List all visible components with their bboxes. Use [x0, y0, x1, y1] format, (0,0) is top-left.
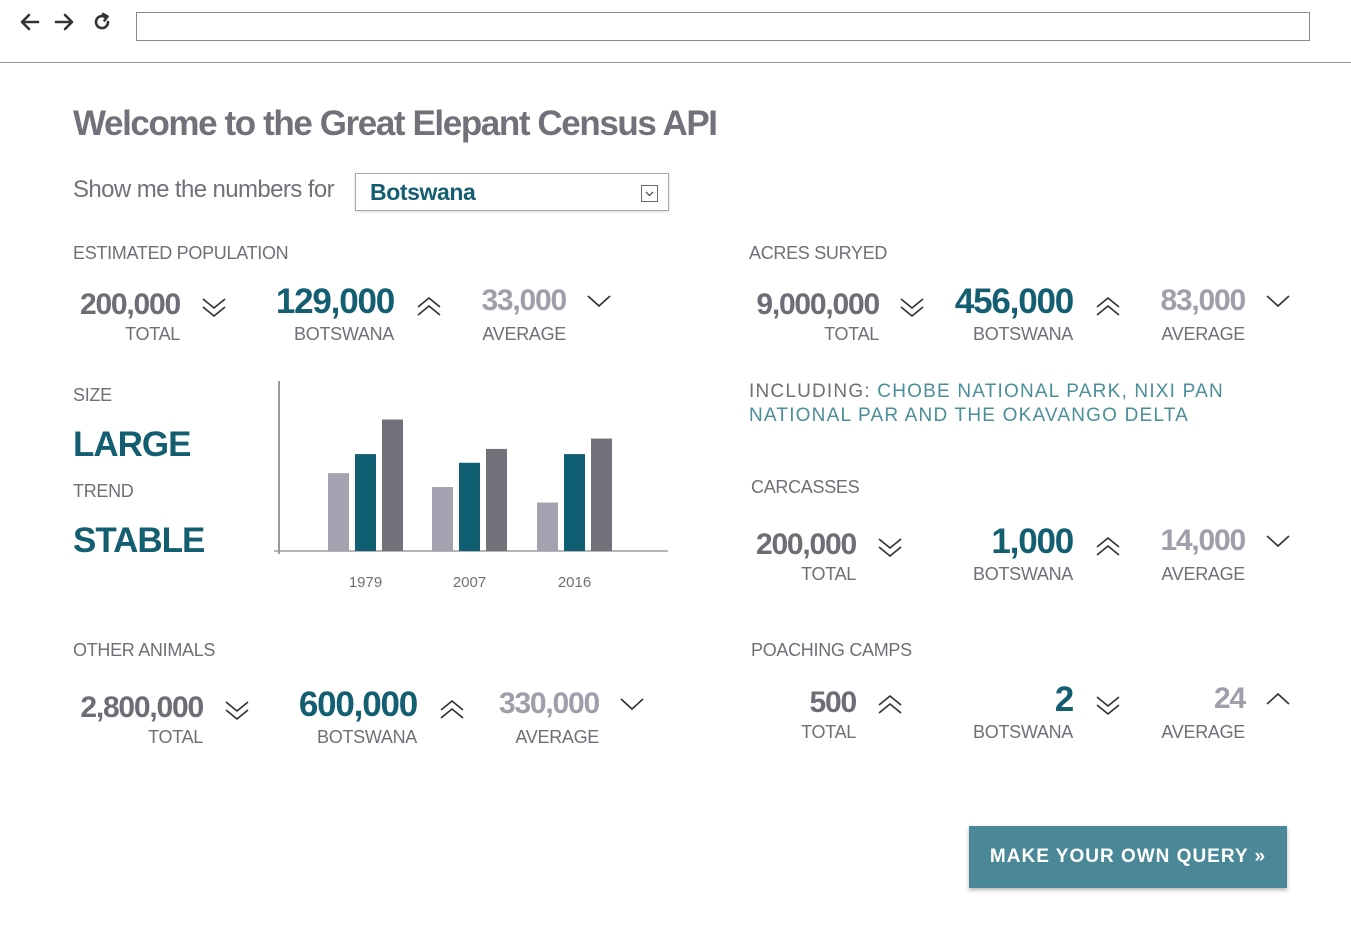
chart-bar	[459, 462, 480, 551]
poaching-camps-country: 2 BOTSWANA	[960, 680, 1074, 746]
page-title: Welcome to the Great Elepant Census API	[73, 104, 718, 143]
chevron-down-icon	[641, 185, 658, 202]
poaching-camps-total: 500 TOTAL	[760, 686, 858, 746]
stat-value: 83,000	[1160, 284, 1246, 317]
carcasses-total: 200,000 TOTAL	[740, 528, 857, 588]
stat-caption: AVERAGE	[1161, 324, 1245, 344]
other-animals-country: 600,000 BOTSWANA	[270, 685, 418, 751]
size-label: SIZE	[73, 385, 112, 405]
stat-value: 600,000	[298, 685, 418, 724]
chart-x-tick-label: 2007	[453, 574, 486, 591]
stat-value: 200,000	[79, 288, 181, 321]
browser-toolbar	[0, 0, 1351, 63]
stat-caption: AVERAGE	[482, 324, 566, 344]
stat-caption: BOTSWANA	[973, 324, 1073, 344]
stat-value: 500	[809, 686, 858, 719]
chart-bar	[537, 502, 558, 551]
chart-bar	[591, 438, 612, 551]
stat-caption: AVERAGE	[515, 727, 599, 747]
stat-caption: AVERAGE	[1161, 564, 1245, 584]
acres-surveyed-country: 456,000 BOTSWANA	[930, 282, 1074, 348]
stat-caption: TOTAL	[801, 564, 856, 584]
acres-surveyed-total: 9,000,000 TOTAL	[740, 288, 880, 348]
chart-bar	[355, 454, 376, 551]
stat-caption: TOTAL	[824, 324, 879, 344]
chevron-up-icon	[1263, 684, 1293, 714]
stat-caption: TOTAL	[801, 722, 856, 742]
carcasses-average: 14,000 AVERAGE	[1120, 524, 1246, 588]
chart-bar	[432, 486, 453, 551]
double-chevron-up-icon	[1093, 532, 1123, 562]
other-animals-average: 330,000 AVERAGE	[470, 687, 600, 751]
estimated-population-country: 129,000 BOTSWANA	[240, 282, 395, 348]
size-value: LARGE	[73, 425, 191, 464]
double-chevron-down-icon	[897, 292, 927, 322]
poaching-camps-average: 24 AVERAGE	[1140, 682, 1246, 746]
population-bar-chart: 1979 2007 2016	[274, 381, 668, 591]
acres-surveyed-label: ACRES SURYED	[749, 243, 888, 263]
stat-value: 330,000	[498, 687, 600, 720]
carcasses-label: CARCASSES	[751, 477, 860, 497]
arrow-left-icon[interactable]	[18, 10, 42, 34]
stat-caption: TOTAL	[148, 727, 203, 747]
stat-caption: BOTSWANA	[317, 727, 417, 747]
double-chevron-down-icon	[199, 292, 229, 322]
stat-value: 2,800,000	[80, 691, 204, 724]
double-chevron-down-icon	[875, 532, 905, 562]
estimated-population-total: 200,000 TOTAL	[60, 288, 181, 348]
stat-caption: BOTSWANA	[294, 324, 394, 344]
arrow-right-icon[interactable]	[52, 10, 76, 34]
chart-x-tick-label: 1979	[349, 574, 382, 591]
stat-value: 1,000	[991, 522, 1074, 561]
acres-surveyed-average: 83,000 AVERAGE	[1120, 284, 1246, 348]
stat-value: 33,000	[481, 284, 567, 317]
stat-value: 14,000	[1160, 524, 1246, 557]
chart-x-tick-label: 2016	[558, 574, 591, 591]
stat-value: 9,000,000	[756, 288, 880, 321]
double-chevron-down-icon	[222, 695, 252, 725]
double-chevron-down-icon	[1093, 690, 1123, 720]
poaching-camps-label: POACHING CAMPS	[751, 640, 912, 660]
chevron-down-icon	[584, 286, 614, 316]
chart-bar	[564, 454, 585, 551]
stat-caption: AVERAGE	[1161, 722, 1245, 742]
estimated-population-average: 33,000 AVERAGE	[440, 284, 567, 348]
stat-value: 24	[1214, 682, 1246, 715]
including-parks: INCLUDING: CHOBE NATIONAL PARK, NIXI PAN…	[749, 380, 1269, 428]
including-label: INCLUDING:	[749, 381, 878, 402]
stat-caption: BOTSWANA	[973, 722, 1073, 742]
reload-icon[interactable]	[90, 10, 114, 34]
carcasses-country: 1,000 BOTSWANA	[960, 522, 1074, 588]
double-chevron-up-icon	[1093, 292, 1123, 322]
stat-caption: TOTAL	[125, 324, 180, 344]
country-select-value: Botswana	[370, 179, 476, 205]
country-selector-label: Show me the numbers for	[73, 176, 335, 203]
chart-bar	[382, 419, 403, 551]
stat-value: 456,000	[954, 282, 1074, 321]
including-value: CHOBE NATIONAL PARK, NIXI PAN NATIONAL P…	[749, 381, 1224, 426]
estimated-population-label: ESTIMATED POPULATION	[73, 243, 289, 263]
make-your-own-query-button[interactable]: MAKE YOUR OWN QUERY »	[969, 826, 1287, 888]
stat-value: 2	[1054, 680, 1074, 719]
trend-value: STABLE	[73, 521, 205, 560]
double-chevron-up-icon	[875, 690, 905, 720]
trend-label: TREND	[73, 481, 134, 501]
double-chevron-up-icon	[414, 292, 444, 322]
double-chevron-up-icon	[437, 695, 467, 725]
url-bar[interactable]	[136, 12, 1310, 41]
chevron-down-icon	[1263, 526, 1293, 556]
chart-bar	[486, 448, 507, 551]
chart-bar	[328, 473, 349, 551]
stat-value: 200,000	[755, 528, 857, 561]
chevron-down-icon	[1263, 286, 1293, 316]
country-select[interactable]: Botswana	[355, 173, 669, 211]
stat-caption: BOTSWANA	[973, 564, 1073, 584]
other-animals-total: 2,800,000 TOTAL	[60, 691, 204, 751]
other-animals-label: OTHER ANIMALS	[73, 640, 216, 660]
stat-value: 129,000	[275, 282, 395, 321]
chevron-down-icon	[617, 689, 647, 719]
